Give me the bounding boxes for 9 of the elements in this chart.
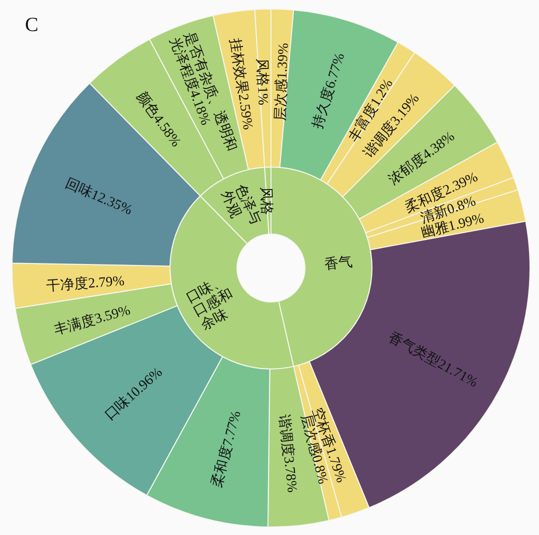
label: 丰满度3.59% (52, 303, 132, 339)
title: C (25, 14, 38, 36)
label: 持久度6.77% (310, 51, 348, 131)
label: 香气 (324, 254, 354, 273)
label: 干净度2.79% (46, 274, 125, 294)
label: 风格1% (253, 58, 270, 106)
label: 谐调度3.78% (276, 414, 299, 494)
label: 柔和度7.77% (210, 409, 244, 489)
label: 层次感1.39% (273, 42, 292, 122)
